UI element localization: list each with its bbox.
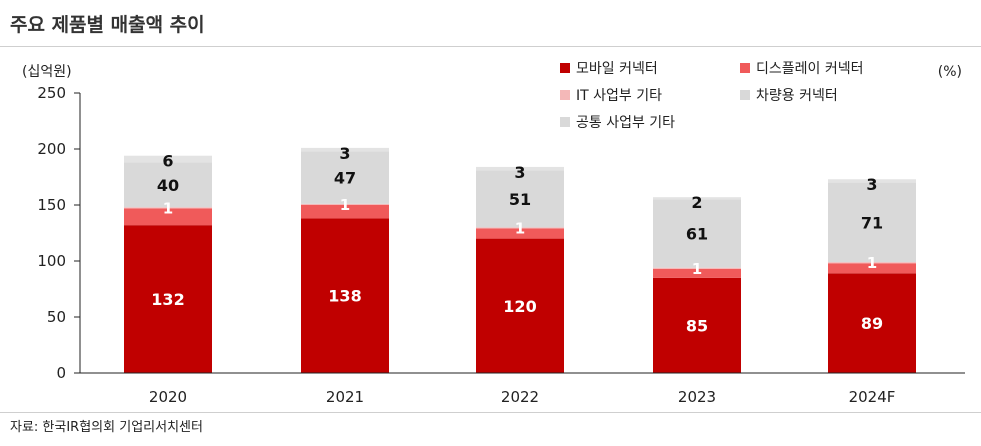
bar-vehicle <box>301 151 389 204</box>
title-divider <box>0 46 981 47</box>
x-tick-label: 2024F <box>849 388 896 406</box>
label-vehicle: 71 <box>861 213 883 232</box>
legend-label-it-other: IT 사업부 기타 <box>576 88 662 104</box>
x-tick-label: 2022 <box>501 388 539 406</box>
y-tick-label: 0 <box>56 364 66 382</box>
y-tick-label: 200 <box>37 140 66 158</box>
legend-swatch-vehicle <box>740 90 750 100</box>
bottom-divider <box>0 412 981 413</box>
bar-common-other <box>653 197 741 200</box>
bar-vehicle <box>124 162 212 208</box>
bar-display <box>476 228 564 239</box>
label-mobile: 120 <box>503 297 536 316</box>
y-tick-label: 150 <box>37 196 66 214</box>
bar-it-other <box>653 267 741 269</box>
x-tick-label: 2020 <box>149 388 187 406</box>
source-note: 자료: 한국IR협의회 기업리서치센터 <box>10 420 203 435</box>
legend-label-display: 디스플레이 커넥터 <box>756 61 864 77</box>
bar-it-other <box>476 227 564 229</box>
y-tick-label: 100 <box>37 252 66 270</box>
label-vehicle: 61 <box>686 225 708 244</box>
data-labels-group: 132 1 40 6 138 1 47 3 120 1 51 3 85 1 61 2 89 1 71 3 <box>151 144 883 336</box>
legend-it-other: IT 사업부 기타 <box>560 85 662 105</box>
right-unit: (%) <box>938 64 962 80</box>
bar-display <box>124 208 212 226</box>
bar-vehicle <box>828 182 916 263</box>
bars-group <box>124 147 916 373</box>
bar-it-other <box>124 207 212 209</box>
legend-display: 디스플레이 커넥터 <box>740 58 864 78</box>
legend-label-common-other: 공통 사업부 기타 <box>576 115 676 131</box>
legend-swatch-display <box>740 63 750 73</box>
y-axis: 0 50 100 150 200 250 <box>37 84 81 382</box>
label-vehicle: 47 <box>334 169 356 188</box>
legend-swatch-mobile <box>560 63 570 73</box>
legend-swatch-it-other <box>560 90 570 100</box>
bar-vehicle <box>653 199 741 268</box>
label-it-other: 1 <box>867 254 877 272</box>
label-common-other: 3 <box>866 175 877 194</box>
bar-display <box>301 205 389 219</box>
label-mobile: 85 <box>686 316 708 335</box>
bar-common-other <box>476 166 564 171</box>
bar-vehicle <box>476 170 564 228</box>
y-axis-unit: (십억원) <box>22 64 72 80</box>
legend-label-mobile: 모바일 커넥터 <box>576 61 658 77</box>
legend-label-vehicle: 차량용 커넥터 <box>756 88 838 104</box>
label-common-other: 3 <box>339 144 350 163</box>
bar-mobile <box>653 277 741 373</box>
bar-display <box>828 263 916 274</box>
bar-it-other <box>828 262 916 264</box>
bar-display <box>653 268 741 278</box>
legend-vehicle: 차량용 커넥터 <box>740 85 838 105</box>
y-tick-label: 50 <box>47 308 66 326</box>
bar-mobile <box>828 273 916 373</box>
legend-swatch-common-other <box>560 117 570 127</box>
label-common-other: 3 <box>514 163 525 182</box>
x-axis: 2020 2021 2022 2023 2024F <box>149 388 896 406</box>
label-common-other: 6 <box>162 152 173 171</box>
bar-mobile <box>476 238 564 373</box>
label-it-other: 1 <box>515 220 525 238</box>
label-it-other: 1 <box>692 260 702 278</box>
chart-title: 주요 제품별 매출액 추이 <box>10 14 205 36</box>
label-mobile: 132 <box>151 290 184 309</box>
bar-common-other <box>301 147 389 152</box>
y-tick-label: 250 <box>37 84 66 102</box>
label-it-other: 1 <box>340 196 350 214</box>
legend-mobile: 모바일 커넥터 <box>560 58 658 78</box>
bar-common-other <box>124 155 212 163</box>
bar-mobile <box>124 225 212 373</box>
bar-common-other <box>828 179 916 183</box>
bar-mobile <box>301 218 389 373</box>
legend-common-other: 공통 사업부 기타 <box>560 112 675 132</box>
label-vehicle: 51 <box>509 190 531 209</box>
label-mobile: 138 <box>328 287 361 306</box>
x-tick-label: 2023 <box>678 388 716 406</box>
label-common-other: 2 <box>691 193 702 212</box>
label-vehicle: 40 <box>157 176 179 195</box>
bar-it-other <box>301 203 389 205</box>
label-mobile: 89 <box>861 314 883 333</box>
label-it-other: 1 <box>163 199 173 217</box>
x-tick-label: 2021 <box>326 388 364 406</box>
